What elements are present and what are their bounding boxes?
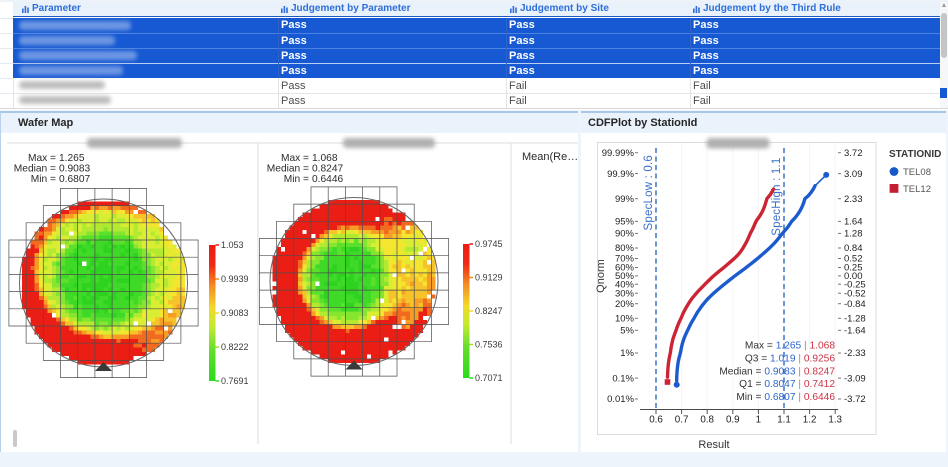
svg-text:60%: 60% <box>615 263 635 274</box>
svg-text:TEL08: TEL08 <box>903 167 931 178</box>
svg-text:0.9: 0.9 <box>726 415 740 426</box>
svg-text:1: 1 <box>756 415 761 426</box>
svg-text:40%: 40% <box>615 279 635 290</box>
svg-text:0.7691: 0.7691 <box>221 376 249 386</box>
svg-text:0.84: 0.84 <box>844 243 863 254</box>
svg-text:0.8222: 0.8222 <box>221 342 249 352</box>
svg-text:-3.72: -3.72 <box>844 394 866 405</box>
svg-text:SpecHigh : 1.1: SpecHigh : 1.1 <box>771 158 783 236</box>
svg-text:Qnorm: Qnorm <box>595 259 607 293</box>
svg-text:-1.28: -1.28 <box>844 314 866 325</box>
svg-text:1%: 1% <box>620 348 634 359</box>
svg-text:0.8247: 0.8247 <box>312 164 343 175</box>
svg-text:0.7: 0.7 <box>675 415 689 426</box>
svg-text:0.9083: 0.9083 <box>59 164 90 175</box>
svg-text:0.1%: 0.1% <box>612 373 634 384</box>
svg-text:-3.09: -3.09 <box>844 373 866 384</box>
svg-text:SpecLow : 0.6: SpecLow : 0.6 <box>643 155 655 230</box>
svg-text:Max = 1.265 | 1.068: Max = 1.265 | 1.068 <box>745 341 835 352</box>
svg-text:0.7536: 0.7536 <box>475 340 503 350</box>
svg-text:1.068: 1.068 <box>312 153 338 164</box>
svg-text:Q1 = 0.8047 | 0.7412: Q1 = 0.8047 | 0.7412 <box>739 379 835 390</box>
svg-text:Min =: Min = <box>31 174 56 185</box>
svg-text:30%: 30% <box>615 288 635 299</box>
svg-text:-0.52: -0.52 <box>844 288 866 299</box>
svg-text:3.72: 3.72 <box>844 148 863 159</box>
svg-text:1.265: 1.265 <box>59 153 85 164</box>
svg-text:-0.84: -0.84 <box>844 299 866 310</box>
svg-text:1.2: 1.2 <box>803 415 817 426</box>
svg-text:99.9%: 99.9% <box>607 169 634 180</box>
svg-text:0.8247: 0.8247 <box>475 306 503 316</box>
svg-text:95%: 95% <box>615 217 635 228</box>
svg-text:-2.33: -2.33 <box>844 348 866 359</box>
svg-text:0.6446: 0.6446 <box>312 174 343 185</box>
svg-text:99%: 99% <box>615 194 635 205</box>
svg-text:-0.25: -0.25 <box>844 279 866 290</box>
svg-text:0.8: 0.8 <box>700 415 714 426</box>
svg-text:0.9083: 0.9083 <box>221 308 249 318</box>
svg-text:3.09: 3.09 <box>844 169 863 180</box>
svg-text:Result: Result <box>698 439 729 451</box>
svg-text:1.28: 1.28 <box>844 229 863 240</box>
svg-text:0.01%: 0.01% <box>607 394 634 405</box>
svg-text:0.25: 0.25 <box>844 263 863 274</box>
svg-text:1.64: 1.64 <box>844 217 863 228</box>
svg-text:20%: 20% <box>615 299 635 310</box>
svg-text:1.1: 1.1 <box>777 415 791 426</box>
svg-text:Min =: Min = <box>284 174 309 185</box>
svg-text:50%: 50% <box>615 271 635 282</box>
svg-text:0.52: 0.52 <box>844 254 863 265</box>
svg-text:Q3 = 1.019 | 0.9256: Q3 = 1.019 | 0.9256 <box>745 353 836 364</box>
svg-text:0.6: 0.6 <box>649 415 663 426</box>
svg-text:Max =: Max = <box>28 153 56 164</box>
svg-text:Median = 0.9083 | 0.8247: Median = 0.9083 | 0.8247 <box>719 366 835 377</box>
svg-text:5%: 5% <box>620 326 634 337</box>
svg-text:0.9129: 0.9129 <box>475 273 503 283</box>
svg-text:70%: 70% <box>615 254 635 265</box>
svg-text:0.9745: 0.9745 <box>475 239 503 249</box>
svg-text:TEL12: TEL12 <box>903 184 931 195</box>
svg-text:STATIONID: STATIONID <box>889 149 941 160</box>
svg-text:0.6807: 0.6807 <box>59 174 90 185</box>
svg-text:80%: 80% <box>615 243 635 254</box>
svg-text:Mean(Re…: Mean(Re… <box>522 151 578 163</box>
svg-text:0.9939: 0.9939 <box>221 274 249 284</box>
svg-text:-1.64: -1.64 <box>844 326 866 337</box>
svg-text:Min = 0.6807 | 0.6446: Min = 0.6807 | 0.6446 <box>736 392 835 403</box>
svg-text:10%: 10% <box>615 314 635 325</box>
svg-text:1.053: 1.053 <box>221 240 244 250</box>
svg-text:2.33: 2.33 <box>844 194 863 205</box>
svg-text:1.3: 1.3 <box>828 415 842 426</box>
svg-text:99.99%: 99.99% <box>602 148 635 159</box>
svg-text:0.7071: 0.7071 <box>475 373 503 383</box>
svg-text:Max =: Max = <box>281 153 309 164</box>
svg-text:0.00: 0.00 <box>844 271 863 282</box>
svg-text:Median =: Median = <box>14 164 56 175</box>
svg-text:90%: 90% <box>615 229 635 240</box>
svg-text:Median =: Median = <box>267 164 309 175</box>
